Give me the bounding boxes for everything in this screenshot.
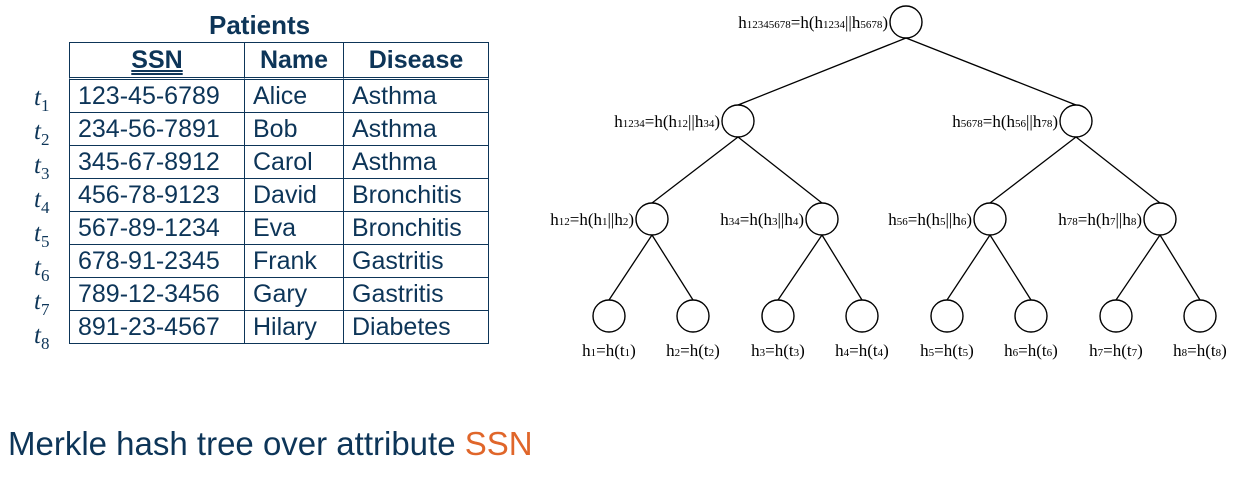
tree-node-h6 <box>1014 299 1048 333</box>
tree-edge <box>1115 234 1161 301</box>
node-label-h3: h3=h(t3) <box>751 341 805 360</box>
table-row: 678-91-2345 Frank Gastritis <box>69 245 489 278</box>
cell-ssn: 891-23-4567 <box>69 311 245 344</box>
tuple-label: t2 <box>34 118 50 149</box>
merkle-tree: h12345678=h(h1234||h5678) h1234=h(h12||h3… <box>550 5 1227 360</box>
cell-ssn: 123-45-6789 <box>69 80 245 113</box>
cell-name: Frank <box>245 245 344 278</box>
node-label-h34: h34=h(h3||h4) <box>720 210 804 229</box>
tree-edge <box>651 234 694 301</box>
cell-name: Alice <box>245 80 344 113</box>
node-label-h4: h4=h(t4) <box>835 341 889 360</box>
cell-disease: Asthma <box>344 113 489 146</box>
cell-disease: Asthma <box>344 80 489 113</box>
cell-ssn: 345-67-8912 <box>69 146 245 179</box>
node-label-h56: h56=h(h5||h6) <box>888 210 972 229</box>
node-label-h7: h7=h(t7) <box>1089 341 1143 360</box>
column-header-disease: Disease <box>344 42 489 80</box>
tree-node-h1234 <box>721 104 755 138</box>
caption-highlight: SSN <box>464 425 533 462</box>
column-header-name: Name <box>245 42 344 80</box>
tree-node-h12 <box>635 202 669 236</box>
node-label-h2: h2=h(t2) <box>666 341 720 360</box>
tree-edge <box>989 136 1077 204</box>
tuple-label: t6 <box>34 254 50 285</box>
cell-name: Gary <box>245 278 344 311</box>
tree-edge <box>608 234 653 301</box>
table-row: 123-45-6789 Alice Asthma <box>69 80 489 113</box>
node-label-h5: h5=h(t5) <box>920 341 974 360</box>
cell-name: David <box>245 179 344 212</box>
cell-ssn: 567-89-1234 <box>69 212 245 245</box>
column-header-ssn: SSN <box>69 42 245 80</box>
tree-edge <box>737 136 823 204</box>
tree-node-h8 <box>1183 299 1217 333</box>
tree-node-h34 <box>805 202 839 236</box>
cell-name: Carol <box>245 146 344 179</box>
tree-node-h2 <box>676 299 710 333</box>
tree-edge <box>1075 136 1161 204</box>
cell-ssn: 456-78-9123 <box>69 179 245 212</box>
node-label-h78: h78=h(h7||h8) <box>1058 210 1142 229</box>
tuple-label: t7 <box>34 288 50 319</box>
tree-node-h5 <box>930 299 964 333</box>
tree-edge <box>737 37 907 106</box>
cell-disease: Diabetes <box>344 311 489 344</box>
tree-edge <box>777 234 823 301</box>
tuple-label: t3 <box>34 152 50 183</box>
tuple-labels: t1 t2 t3 t4 t5 t6 t7 t8 <box>34 84 49 356</box>
tree-node-h12345678 <box>889 5 923 39</box>
tree-edge <box>1159 234 1201 301</box>
tree-edge <box>821 234 863 301</box>
node-label-h12345678: h12345678=h(h1234||h5678) <box>738 13 888 32</box>
table-title: Patients <box>209 10 311 40</box>
node-label-h1234: h1234=h(h12||h34) <box>614 112 720 131</box>
table-header-row: SSN Name Disease <box>69 42 489 80</box>
node-label-h6: h6=h(t6) <box>1004 341 1058 360</box>
cell-ssn: 678-91-2345 <box>69 245 245 278</box>
cell-name: Eva <box>245 212 344 245</box>
table-row: 891-23-4567 Hilary Diabetes <box>69 311 489 344</box>
cell-disease: Gastritis <box>344 278 489 311</box>
table-row: 567-89-1234 Eva Bronchitis <box>69 212 489 245</box>
tree-node-h7 <box>1099 299 1133 333</box>
table-row: 345-67-8912 Carol Asthma <box>69 146 489 179</box>
tree-node-h78 <box>1143 202 1177 236</box>
tree-edge <box>989 234 1032 301</box>
tuple-label: t5 <box>34 220 50 251</box>
tuple-label: t1 <box>34 84 50 115</box>
tuple-label: t8 <box>34 322 50 353</box>
patients-table: SSN Name Disease 123-45-6789 Alice Asthma 2… <box>69 42 489 344</box>
tree-node-h56 <box>973 202 1007 236</box>
node-label-h12: h12=h(h1||h2) <box>550 210 634 229</box>
tree-node-h4 <box>845 299 879 333</box>
table-row: 789-12-3456 Gary Gastritis <box>69 278 489 311</box>
cell-disease: Asthma <box>344 146 489 179</box>
tree-node-h3 <box>761 299 795 333</box>
cell-ssn: 234-56-7891 <box>69 113 245 146</box>
node-label-h1: h1=h(t1) <box>582 341 636 360</box>
tree-node-h1 <box>592 299 626 333</box>
node-label-h8: h8=h(t8) <box>1173 341 1227 360</box>
table-row: 234-56-7891 Bob Asthma <box>69 113 489 146</box>
node-label-h5678: h5678=h(h56||h78) <box>952 112 1058 131</box>
tree-node-h5678 <box>1059 104 1093 138</box>
cell-ssn: 789-12-3456 <box>69 278 245 311</box>
tree-edge <box>651 136 739 204</box>
tuple-label: t4 <box>34 186 50 217</box>
table-row: 456-78-9123 David Bronchitis <box>69 179 489 212</box>
cell-disease: Bronchitis <box>344 179 489 212</box>
cell-disease: Bronchitis <box>344 212 489 245</box>
caption: Merkle hash tree over attribute SSN <box>8 425 533 462</box>
cell-name: Bob <box>245 113 344 146</box>
cell-disease: Gastritis <box>344 245 489 278</box>
tree-edge <box>946 234 991 301</box>
tree-edge <box>905 37 1077 106</box>
cell-name: Hilary <box>245 311 344 344</box>
